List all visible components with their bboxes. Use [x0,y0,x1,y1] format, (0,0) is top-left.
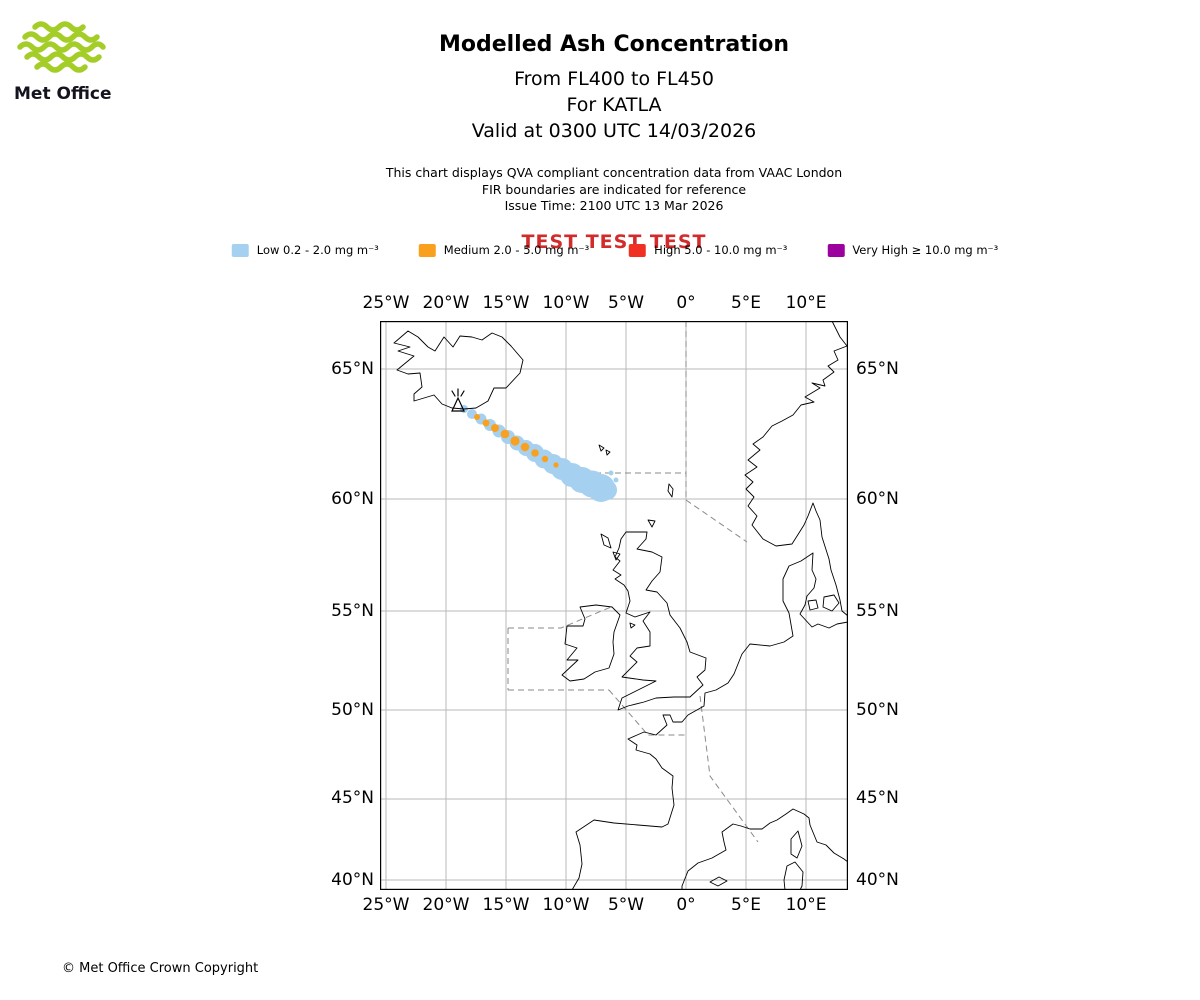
legend-item: Very High ≥ 10.0 mg m⁻³ [827,243,998,257]
logo-waves-icon [17,21,106,73]
lon-tick-top: 10°E [785,293,827,313]
coastlines [393,320,849,891]
lon-tick-bottom: 5°E [730,895,762,915]
lat-tick-left: 55°N [331,601,374,621]
logo-wordmark: Met Office [14,84,112,104]
subtitle-valid-time: Valid at 0300 UTC 14/03/2026 [471,120,757,142]
lon-tick-top: 20°W [422,293,470,313]
page-title: Modelled Ash Concentration [438,32,790,57]
lon-tick-bottom: 15°W [482,895,530,915]
lon-tick-top: 25°W [362,293,410,313]
legend-label: High 5.0 - 10.0 mg m⁻³ [654,243,788,257]
lon-tick-bottom: 25°W [362,895,410,915]
legend: Low 0.2 - 2.0 mg m⁻³ Medium 2.0 - 5.0 mg … [231,243,998,257]
lon-tick-top: 15°W [482,293,530,313]
legend-label: Medium 2.0 - 5.0 mg m⁻³ [443,243,590,257]
lon-tick-top: 5°E [730,293,762,313]
ash-plume-medium [474,414,559,468]
info-line-fir: FIR boundaries are indicated for referen… [481,181,747,197]
ash-plume-low [460,405,619,502]
lon-tick-top: 10°W [542,293,590,313]
lat-tick-right: 40°N [856,870,899,890]
met-office-logo: Met Office [14,20,124,104]
info-line-qva: This chart displays QVA compliant concen… [385,165,843,180]
legend-swatch-icon [231,243,249,257]
map-frame [380,321,848,890]
map-svg [380,320,849,891]
lat-tick-right: 55°N [856,601,899,621]
header: Modelled Ash Concentration From FL400 to… [28,30,1200,253]
subtitle-volcano: For KATLA [566,94,662,116]
lat-tick-left: 65°N [331,359,374,379]
volcano-icon [451,388,465,412]
lon-tick-bottom: 10°E [785,895,827,915]
info-line-issue-time: Issue Time: 2100 UTC 13 Mar 2026 [504,198,724,213]
legend-item: Medium 2.0 - 5.0 mg m⁻³ [418,243,590,257]
copyright-notice: © Met Office Crown Copyright [62,961,259,976]
lat-tick-right: 60°N [856,489,899,509]
map-canvas [380,320,849,891]
lat-tick-left: 60°N [331,489,374,509]
lon-tick-top: 0° [676,293,696,313]
lon-tick-bottom: 0° [676,895,696,915]
test-banner: TEST TEST TEST [521,230,707,253]
lat-tick-right: 45°N [856,788,899,808]
legend-label: Low 0.2 - 2.0 mg m⁻³ [256,243,379,257]
lon-tick-bottom: 20°W [422,895,470,915]
legend-item: High 5.0 - 10.0 mg m⁻³ [629,243,787,257]
legend-item: Low 0.2 - 2.0 mg m⁻³ [231,243,379,257]
legend-swatch-icon [629,243,647,257]
lat-tick-left: 50°N [331,700,374,720]
lon-tick-top: 5°W [607,293,645,313]
legend-label: Very High ≥ 10.0 mg m⁻³ [852,243,999,257]
lat-tick-left: 40°N [331,870,374,890]
info-block: This chart displays QVA compliant concen… [28,165,1200,215]
lat-tick-right: 65°N [856,359,899,379]
gridlines [380,321,848,890]
lon-tick-bottom: 5°W [607,895,645,915]
lon-tick-bottom: 10°W [542,895,590,915]
lat-tick-right: 50°N [856,700,899,720]
lat-tick-left: 45°N [331,788,374,808]
legend-swatch-icon [827,243,845,257]
subtitle-flight-levels: From FL400 to FL450 [514,68,714,90]
legend-swatch-icon [418,243,436,257]
fir-boundaries [507,321,759,843]
